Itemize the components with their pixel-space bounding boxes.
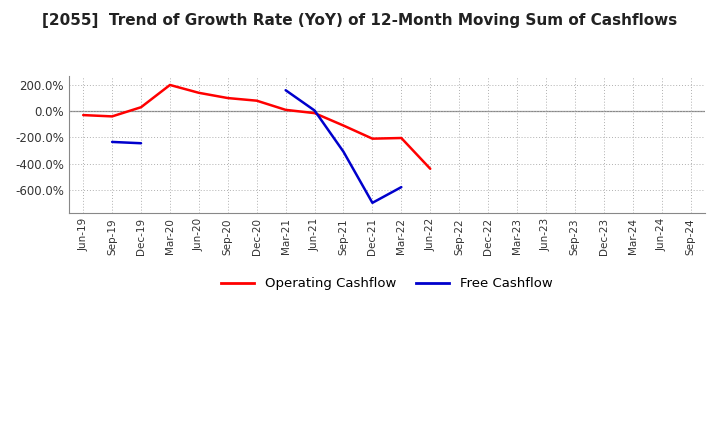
Legend: Operating Cashflow, Free Cashflow: Operating Cashflow, Free Cashflow <box>216 272 558 296</box>
Text: [2055]  Trend of Growth Rate (YoY) of 12-Month Moving Sum of Cashflows: [2055] Trend of Growth Rate (YoY) of 12-… <box>42 13 678 28</box>
